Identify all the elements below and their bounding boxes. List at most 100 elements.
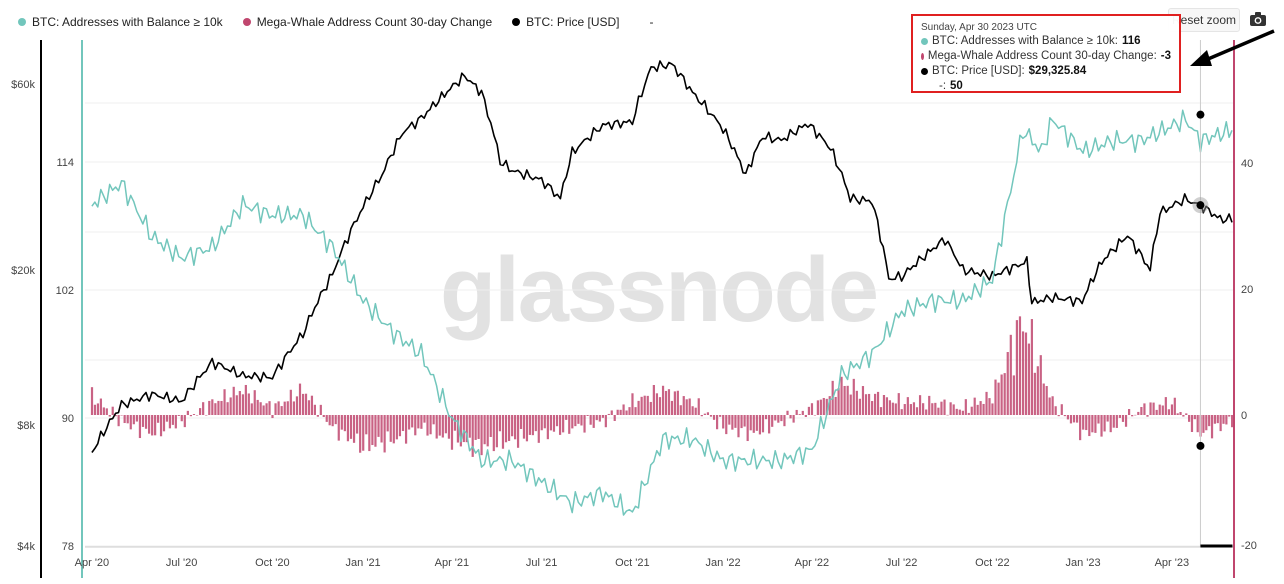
megawhale-bar-252 [852, 378, 855, 415]
megawhale-bar-268 [900, 409, 903, 415]
reset-zoom-button[interactable]: Reset zoom [1168, 8, 1240, 32]
megawhale-bar-147 [534, 415, 537, 432]
megawhale-bar-172 [610, 410, 613, 415]
megawhale-bar-159 [571, 415, 574, 429]
megawhale-bar-262 [882, 395, 886, 415]
megawhale-bar-261 [879, 407, 883, 415]
megawhale-bar-334 [1100, 415, 1103, 437]
megawhale-bar-328 [1082, 415, 1085, 430]
megawhale-bar-282 [943, 399, 946, 415]
megawhale-bar-145 [528, 415, 532, 435]
megawhale-bar-178 [628, 407, 631, 415]
megawhale-bar-151 [546, 415, 549, 440]
megawhale-bar-187 [655, 393, 659, 415]
hover-point-megawhale [1196, 441, 1205, 450]
megawhale-bar-193 [673, 391, 676, 415]
megawhale-bar-260 [876, 391, 880, 415]
megawhale-bar-141 [516, 415, 520, 448]
megawhale-bar-204 [706, 412, 710, 415]
megawhale-bar-198 [688, 398, 691, 415]
megawhale-bar-92 [368, 415, 371, 452]
legend-item-dash[interactable]: - [650, 15, 654, 29]
megawhale-bar-290 [967, 412, 970, 415]
megawhale-bar-104 [404, 415, 408, 444]
megawhale-bar-110 [423, 415, 426, 423]
megawhale-bar-361 [1182, 415, 1185, 417]
megawhale-bar-346 [1137, 411, 1140, 415]
megawhale-bar-216 [743, 415, 746, 427]
megawhale-bar-153 [552, 415, 556, 432]
price-tick-label-3: $4k [17, 541, 35, 553]
megawhale-bar-156 [562, 415, 565, 433]
megawhale-bar-102 [398, 415, 402, 437]
megawhale-bar-314 [1039, 355, 1042, 415]
megawhale-bar-87 [352, 415, 356, 443]
megawhale-bar-368 [1202, 415, 1205, 433]
megawhale-bar-60 [271, 415, 274, 419]
megawhale-bar-271 [909, 404, 912, 415]
megawhale-bar-80 [331, 415, 334, 427]
megawhale-bar-73 [310, 395, 314, 415]
megawhale-bar-191 [667, 389, 671, 415]
megawhale-bar-82 [337, 415, 340, 441]
megawhale-bar-362 [1185, 413, 1188, 415]
megawhale-bar-118 [447, 415, 451, 439]
megawhale-bar-352 [1155, 409, 1158, 415]
megawhale-bar-206 [712, 415, 716, 420]
megawhale-bar-18 [144, 415, 148, 429]
megawhale-bar-289 [964, 399, 967, 415]
megawhale-bar-372 [1213, 415, 1216, 424]
megawhale-bar-355 [1164, 397, 1167, 415]
megawhale-bar-71 [304, 393, 308, 415]
megawhale-bar-106 [411, 415, 414, 428]
count-tick-label-2: 90 [62, 413, 74, 425]
legend-item-megawhale[interactable]: Mega-Whale Address Count 30-day Change [242, 15, 492, 29]
change-tick-label-0: 40 [1241, 158, 1253, 170]
megawhale-bar-35 [195, 415, 199, 416]
tooltip-dot-price [921, 68, 928, 75]
megawhale-bar-47 [232, 386, 235, 415]
x-tick-label-4: Apr '21 [435, 557, 470, 569]
legend-item-price[interactable]: BTC: Price [USD] [512, 15, 620, 29]
megawhale-bar-297 [988, 398, 991, 415]
megawhale-bar-302 [1003, 373, 1006, 415]
megawhale-bar-236 [804, 415, 807, 417]
megawhale-bar-280 [937, 407, 940, 415]
megawhale-bar-72 [307, 400, 311, 415]
megawhale-bar-230 [786, 410, 789, 415]
price-tick-label-0: $60k [11, 79, 35, 91]
megawhale-bar-240 [816, 400, 819, 415]
megawhale-bar-143 [522, 415, 526, 439]
megawhale-bar-336 [1106, 415, 1109, 422]
megawhale-bar-342 [1124, 415, 1128, 427]
megawhale-bar-265 [891, 402, 894, 415]
megawhale-bar-308 [1021, 331, 1025, 415]
x-tick-label-10: Oct '22 [975, 557, 1010, 569]
megawhale-bar-5 [105, 408, 108, 415]
megawhale-bar-112 [429, 415, 432, 435]
megawhale-bar-350 [1149, 402, 1152, 415]
megawhale-bar-93 [371, 415, 374, 446]
megawhale-bar-8 [114, 415, 117, 417]
megawhale-bar-343 [1128, 409, 1131, 415]
megawhale-bar-32 [186, 410, 189, 415]
megawhale-bar-332 [1094, 415, 1097, 433]
megawhale-bar-259 [873, 393, 877, 415]
megawhale-bar-26 [168, 415, 172, 429]
megawhale-bar-356 [1167, 409, 1170, 415]
megawhale-bar-117 [444, 415, 447, 434]
megawhale-bar-291 [970, 406, 973, 415]
megawhale-bar-61 [274, 403, 277, 415]
megawhale-bar-140 [514, 415, 517, 440]
megawhale-bar-90 [362, 415, 365, 451]
megawhale-bar-40 [211, 399, 214, 415]
megawhale-bar-155 [558, 415, 562, 435]
tooltip-dot-megawhale [921, 53, 924, 60]
camera-icon[interactable] [1247, 9, 1269, 29]
x-tick-label-2: Oct '20 [255, 557, 290, 569]
megawhale-bar-76 [319, 404, 322, 415]
megawhale-bar-266 [894, 403, 897, 415]
legend-item-addresses[interactable]: BTC: Addresses with Balance ≥ 10k [18, 15, 223, 29]
megawhale-bar-349 [1146, 415, 1149, 417]
